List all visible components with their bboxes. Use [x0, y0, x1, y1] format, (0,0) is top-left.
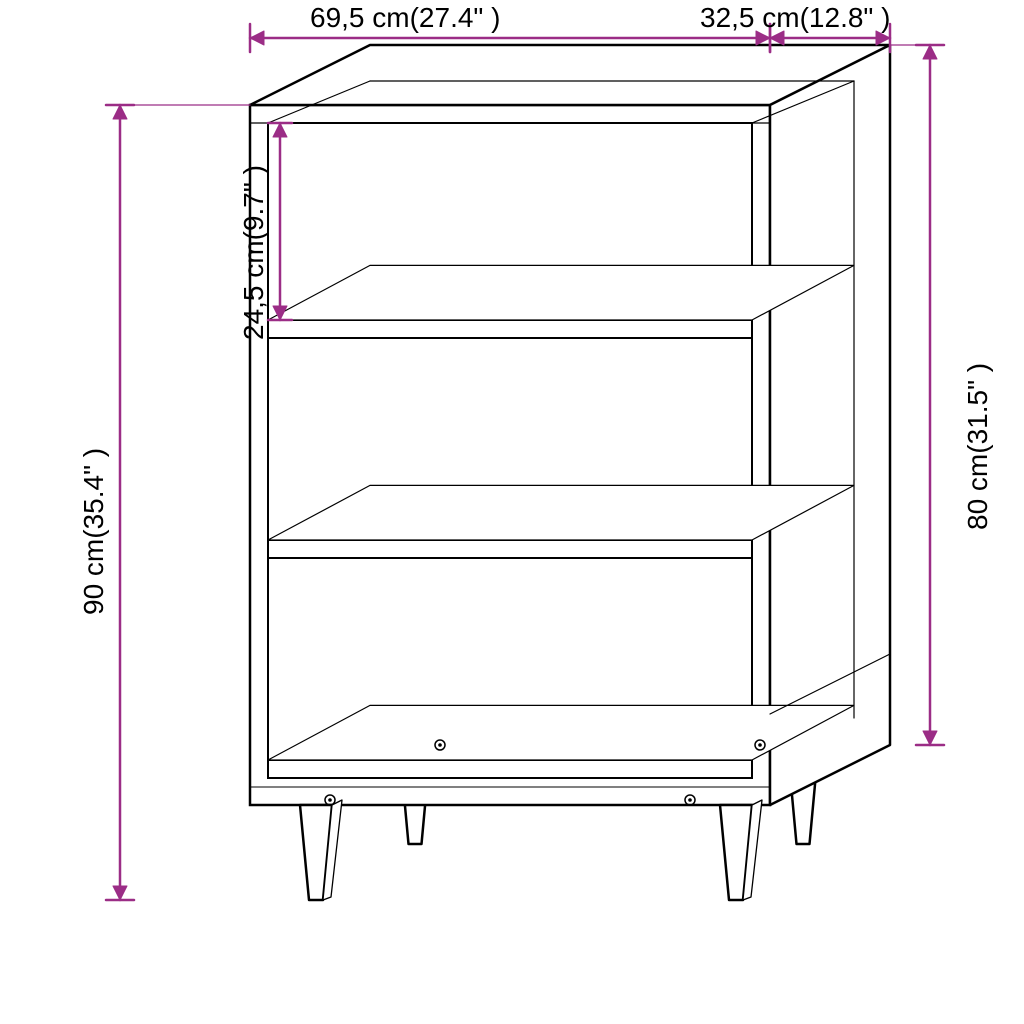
- diagram-stage: { "canvas": { "w": 1024, "h": 1024, "bac…: [0, 0, 1024, 1024]
- dim-shelf-height-label: 24,5 cm(9.7" ): [238, 165, 270, 340]
- dim-depth-label: 32,5 cm(12.8" ): [700, 2, 890, 34]
- dim-body-height-label: 80 cm(31.5" ): [962, 363, 994, 530]
- dim-width-label: 69,5 cm(27.4" ): [310, 2, 500, 34]
- dim-total-height-label: 90 cm(35.4" ): [78, 448, 110, 615]
- diagram-svg: [0, 0, 1024, 1024]
